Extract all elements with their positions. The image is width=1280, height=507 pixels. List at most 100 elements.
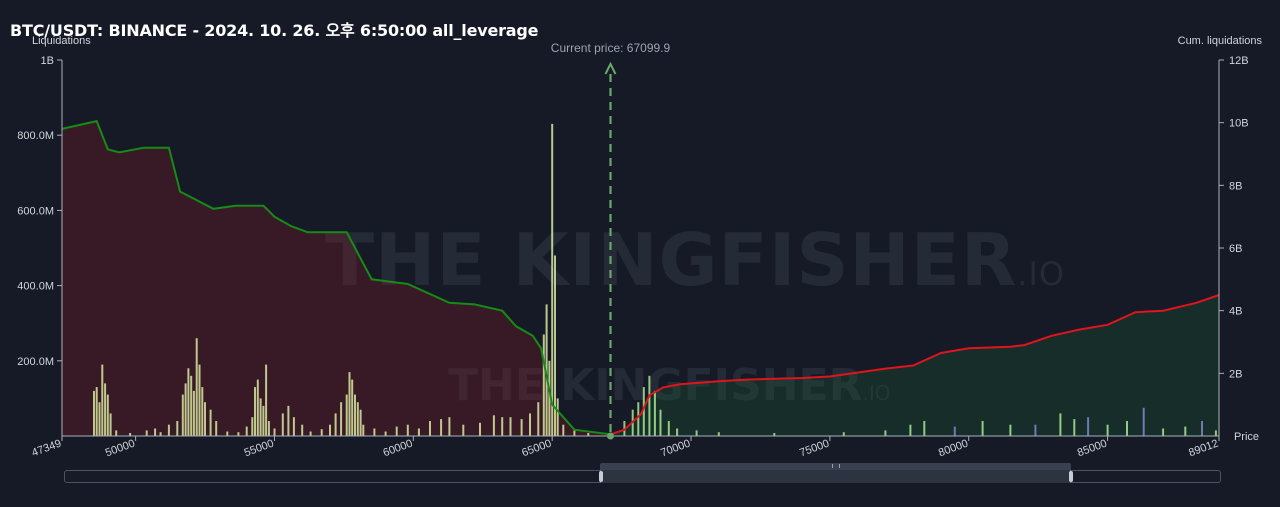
liquidation-bar	[953, 426, 956, 436]
x-tick-label: 50000	[104, 438, 137, 460]
liquidation-bar	[1214, 430, 1217, 436]
liquidation-bar	[198, 364, 201, 436]
liquidation-bar	[104, 383, 107, 436]
liquidation-bar	[329, 424, 331, 436]
liquidation-bar	[1162, 428, 1165, 436]
liquidation-bar	[245, 426, 248, 436]
liquidation-bar	[773, 433, 776, 436]
areas-layer	[62, 121, 1219, 436]
scroll-grip-icon[interactable]	[832, 464, 840, 468]
liquidation-bar	[301, 424, 304, 436]
liquidation-bar	[1142, 407, 1145, 436]
liquidation-bar	[254, 387, 256, 436]
y-right-tick-label: 12B	[1229, 55, 1249, 67]
liquidation-bar	[717, 432, 720, 436]
liquidation-bar	[351, 379, 354, 436]
liquidation-bar	[1106, 424, 1109, 436]
liquidation-bar	[587, 433, 590, 436]
x-tick-label: 60000	[381, 438, 414, 460]
y-left-tick-label: 800.0M	[17, 130, 54, 142]
liquidation-bar	[1073, 419, 1076, 436]
liquidation-bar	[520, 419, 523, 436]
x-axis-label: Price	[1234, 431, 1259, 443]
liquidation-bar	[667, 421, 670, 436]
liquidation-chart: 200.0M 400.0M 600.0M 800.0M 1B Liquidations 2B…	[17, 35, 1263, 460]
liquidation-bar	[884, 430, 887, 436]
liquidation-bar	[653, 390, 656, 436]
x-tick-label: 55000	[243, 438, 276, 460]
liquidation-bar	[417, 428, 420, 436]
y-right-tick-label: 2B	[1229, 368, 1242, 380]
liquidation-bar	[109, 413, 112, 436]
y-left-axis-label: Liquidations	[32, 35, 91, 47]
liquidation-bar	[176, 421, 179, 436]
liquidation-bar	[448, 417, 451, 436]
cumulative-line-1	[610, 294, 1220, 436]
liquidation-bar	[167, 424, 170, 436]
lines-layer	[61, 119, 1220, 436]
liquidation-bar	[265, 364, 268, 436]
liquidation-bar	[1126, 421, 1128, 436]
liquidation-bar	[373, 428, 376, 436]
liquidation-bar	[492, 415, 495, 436]
y-left-tick-label: 600.0M	[17, 205, 54, 217]
range-handle-right[interactable]	[1069, 471, 1073, 482]
liquidation-bar	[345, 394, 348, 436]
y-right-tick-label: 10B	[1229, 118, 1249, 130]
liquidation-bar	[637, 402, 640, 436]
x-tick-label: 47349	[30, 438, 63, 460]
liquidation-bar	[320, 429, 323, 436]
liquidation-bar	[181, 394, 184, 436]
liquidation-bar	[292, 417, 295, 436]
liquidation-bar	[237, 432, 240, 436]
x-tick-label: 80000	[937, 438, 970, 460]
liquidation-bar	[359, 409, 362, 436]
liquidation-bar	[556, 398, 559, 436]
liquidation-bar	[93, 390, 95, 436]
liquidation-bar	[440, 419, 443, 436]
liquidation-bar	[909, 424, 912, 436]
range-scroll-thumb[interactable]	[600, 470, 1071, 483]
current-price-layer: Current price: 67099.9	[551, 41, 671, 440]
liquidation-bar	[1009, 424, 1012, 436]
liquidation-bar	[287, 405, 290, 436]
liquidation-bar	[267, 421, 270, 436]
scroll-thumb-top[interactable]	[600, 463, 1071, 470]
y-right-tick-label: 8B	[1229, 180, 1242, 192]
y-right-axis-label: Cum. liquidations	[1178, 35, 1263, 47]
liquidation-bar	[348, 372, 351, 436]
current-price-arrow-icon	[604, 61, 617, 75]
liquidation-bar	[981, 421, 984, 436]
y-right-tick-label: 4B	[1229, 306, 1242, 318]
liquidation-bar	[573, 430, 576, 436]
liquidation-bar	[259, 398, 262, 436]
liquidation-bar	[479, 422, 481, 436]
liquidation-bar	[551, 123, 554, 437]
liquidation-bar	[429, 421, 431, 436]
liquidation-bar	[659, 409, 662, 436]
liquidation-bar	[334, 413, 337, 436]
liquidation-bar	[1087, 417, 1090, 436]
current-price-dot	[606, 432, 614, 440]
liquidation-bar	[159, 432, 162, 436]
x-tick-label: 70000	[659, 438, 692, 460]
liquidation-bar	[562, 424, 565, 436]
liquidation-bar	[256, 379, 259, 436]
liquidation-bar	[98, 402, 101, 436]
y-left-tick-label: 1B	[41, 55, 54, 67]
liquidation-bar	[642, 387, 645, 436]
watermark-main: THE KINGFISHER.IO	[325, 218, 1066, 302]
liquidation-bar	[395, 426, 398, 436]
liquidation-bar	[145, 430, 148, 436]
bars-layer	[93, 123, 1217, 437]
liquidation-bar	[354, 394, 356, 436]
range-handle-left[interactable]	[599, 471, 603, 482]
liquidation-bar	[209, 409, 212, 436]
liquidation-bar	[204, 402, 206, 436]
liquidation-bar	[192, 390, 195, 436]
liquidation-bar	[215, 421, 218, 436]
liquidation-bar	[1034, 424, 1037, 436]
liquidation-bar	[226, 431, 229, 436]
liquidation-bar	[154, 428, 157, 436]
liquidation-bar	[648, 375, 651, 436]
